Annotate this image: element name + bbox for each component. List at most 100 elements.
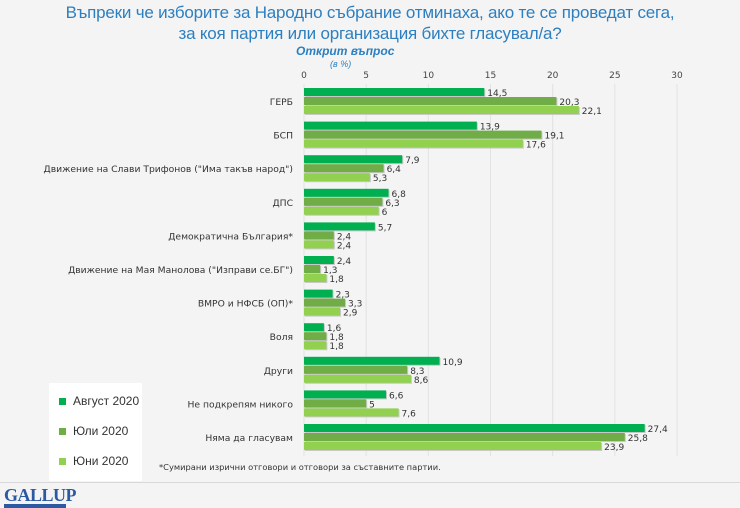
value-label: 7,6: [401, 409, 416, 419]
legend-label-june: Юни 2020: [73, 454, 129, 468]
value-label: 1,8: [329, 342, 344, 352]
bar: [304, 173, 370, 182]
bar: [304, 424, 645, 432]
x-tick-label: 15: [485, 71, 496, 81]
category-label: Други: [264, 366, 293, 377]
value-label: 10,9: [443, 358, 463, 368]
bar: [304, 164, 384, 173]
category-label: ВМРО и НФСБ (ОП)*: [198, 299, 294, 310]
legend-swatch-june: [59, 457, 66, 465]
bar: [304, 231, 334, 240]
category-label: ДПС: [272, 198, 293, 209]
bar: [304, 390, 387, 399]
value-label: 1,8: [329, 333, 344, 343]
value-label: 1,3: [323, 266, 337, 276]
x-tick-label: 10: [423, 71, 435, 81]
category-labels: ГЕРБ БСП Движение на Слави Трифонов ("Има …: [44, 97, 294, 444]
value-label: 2,9: [343, 309, 358, 319]
value-label: 6,3: [385, 199, 399, 209]
legend-item-june: Юни 2020: [59, 454, 128, 468]
x-tick-label: 30: [671, 71, 683, 81]
bar: [304, 433, 625, 441]
value-label: 8,6: [414, 376, 429, 386]
value-label: 6: [382, 208, 388, 218]
bar: [304, 374, 411, 383]
bar: [304, 442, 602, 450]
gallup-logo: GALLUP: [4, 485, 77, 508]
category-label: Няма да гласувам: [205, 433, 293, 444]
footer-divider: [0, 482, 740, 483]
bar: [304, 130, 542, 139]
bar: [304, 155, 403, 164]
value-label: 7,9: [405, 156, 420, 166]
value-label: 2,4: [337, 257, 352, 267]
legend: Август 2020 Юли 2020 Юни 2020: [49, 383, 142, 481]
legend-swatch-august: [59, 397, 66, 405]
category-label: БСП: [273, 131, 293, 142]
bar: [304, 265, 321, 273]
value-label: 2,4: [337, 241, 352, 251]
bar: [304, 206, 379, 215]
category-label: Воля: [270, 332, 293, 343]
value-label: 5: [369, 400, 375, 410]
bar: [304, 399, 367, 408]
legend-label-july: Юли 2020: [73, 424, 129, 438]
value-label: 23,9: [604, 443, 624, 453]
value-label: 5,7: [378, 223, 392, 233]
bar: [304, 289, 333, 298]
x-tick-label: 25: [609, 71, 620, 81]
value-label: 6,4: [387, 165, 402, 175]
bar: [304, 139, 523, 148]
legend-item-july: Юли 2020: [59, 424, 128, 438]
x-tick-label: 0: [301, 71, 307, 81]
value-label: 1,6: [327, 324, 342, 334]
bar: [304, 188, 389, 197]
bar: [304, 121, 477, 130]
bar: [304, 197, 383, 206]
legend-label-august: Август 2020: [73, 394, 140, 408]
category-label: Движение на Слави Трифонов ("Има такъв н…: [44, 164, 293, 175]
value-label: 27,4: [648, 425, 668, 435]
bar: [304, 332, 327, 341]
value-label: 2,4: [337, 232, 352, 242]
bar: [304, 106, 579, 114]
chart-subtitle: Открит въпрос: [296, 44, 395, 58]
bar: [304, 88, 485, 96]
bar: [304, 256, 334, 264]
bar: [304, 222, 375, 231]
bar: [304, 298, 346, 307]
value-label: 13,9: [480, 123, 500, 133]
value-label: 3,3: [348, 300, 362, 310]
bar-chart: 0 5 10 15 20 25 30 ГЕРБ БСП Движение на Слави Тр…: [44, 71, 683, 456]
bar: [304, 365, 408, 374]
logo-text: GALLUP: [4, 485, 77, 505]
value-label: 17,6: [526, 141, 546, 151]
category-label: ГЕРБ: [270, 97, 293, 108]
bar: [304, 240, 334, 249]
bars: [304, 88, 646, 451]
value-label: 20,3: [559, 98, 579, 108]
value-label: 6,8: [392, 190, 407, 200]
value-label: 5,3: [373, 174, 387, 184]
value-label: 25,8: [628, 434, 648, 444]
legend-item-august: Август 2020: [59, 394, 139, 408]
footnote: *Сумирани изрични отговори и отговори за…: [159, 462, 441, 472]
x-tick-label: 20: [547, 71, 559, 81]
bar: [304, 307, 341, 316]
x-tick-label: 5: [363, 71, 369, 81]
legend-swatch-july: [59, 427, 66, 435]
x-axis-ticks: 0 5 10 15 20 25 30: [301, 71, 683, 81]
value-label: 19,1: [544, 132, 564, 142]
chart-title-line-1: Въпреки че изборите за Народно събрание …: [65, 3, 675, 22]
category-label: Демократична България*: [168, 231, 293, 242]
value-label: 14,5: [487, 89, 507, 99]
bar: [304, 323, 324, 332]
value-label: 8,3: [410, 367, 424, 377]
bar: [304, 341, 327, 350]
unit-label: (в %): [330, 59, 352, 69]
value-label: 2,3: [336, 291, 350, 301]
logo-subtext-bar: [4, 504, 66, 508]
value-label: 6,6: [389, 391, 404, 401]
bar: [304, 408, 399, 417]
category-label: Движение на Мая Манолова ("Изправи се.БГ…: [68, 265, 293, 276]
